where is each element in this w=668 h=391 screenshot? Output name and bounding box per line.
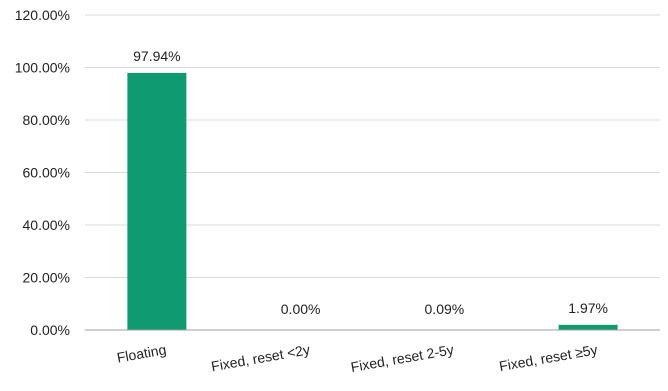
y-tick-label: 20.00%	[23, 270, 70, 286]
data-labels: 97.94% 0.00% 0.09% 1.97%	[133, 48, 608, 317]
y-tick-label: 60.00%	[23, 165, 70, 181]
y-tick-label: 0.00%	[30, 322, 70, 338]
data-label: 0.00%	[281, 301, 321, 317]
y-tick-label: 100.00%	[15, 60, 70, 76]
category-label: Fixed, reset ≥5y	[498, 341, 599, 374]
bars	[127, 72, 618, 330]
data-label: 1.97%	[568, 300, 608, 316]
y-tick-label: 80.00%	[23, 112, 70, 128]
bar	[127, 72, 187, 330]
y-axis-tick-labels: 0.00% 20.00% 40.00% 60.00% 80.00% 100.00% 120.…	[15, 7, 70, 338]
bar	[558, 324, 618, 330]
y-tick-label: 40.00%	[23, 217, 70, 233]
data-label: 0.09%	[425, 301, 465, 317]
category-labels: Floating Fixed, reset <2y Fixed, reset 2-5…	[116, 341, 599, 375]
data-label: 97.94%	[133, 48, 180, 64]
category-label: Floating	[116, 341, 168, 365]
category-label: Fixed, reset 2-5y	[349, 341, 454, 375]
y-tick-label: 120.00%	[15, 7, 70, 23]
category-label: Fixed, reset <2y	[210, 341, 311, 374]
